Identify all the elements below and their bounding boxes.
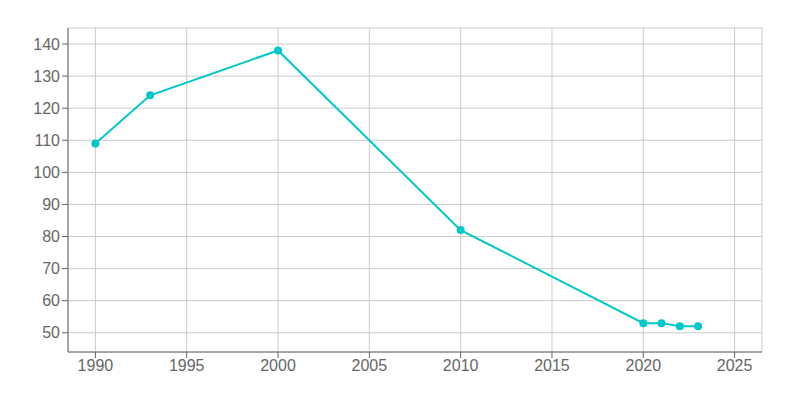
svg-text:2000: 2000 xyxy=(260,357,296,374)
svg-text:100: 100 xyxy=(33,164,60,181)
svg-text:120: 120 xyxy=(33,100,60,117)
svg-text:2025: 2025 xyxy=(717,357,753,374)
svg-text:70: 70 xyxy=(42,260,60,277)
svg-text:90: 90 xyxy=(42,196,60,213)
svg-text:110: 110 xyxy=(34,132,60,149)
svg-text:140: 140 xyxy=(33,36,60,53)
svg-text:2010: 2010 xyxy=(443,357,479,374)
svg-text:2005: 2005 xyxy=(352,357,388,374)
svg-text:50: 50 xyxy=(42,324,60,341)
svg-text:130: 130 xyxy=(33,68,60,85)
svg-text:2020: 2020 xyxy=(625,357,661,374)
svg-text:1995: 1995 xyxy=(169,357,205,374)
svg-text:80: 80 xyxy=(42,228,60,245)
svg-text:60: 60 xyxy=(42,292,60,309)
svg-text:2015: 2015 xyxy=(534,357,570,374)
svg-text:1990: 1990 xyxy=(78,357,114,374)
